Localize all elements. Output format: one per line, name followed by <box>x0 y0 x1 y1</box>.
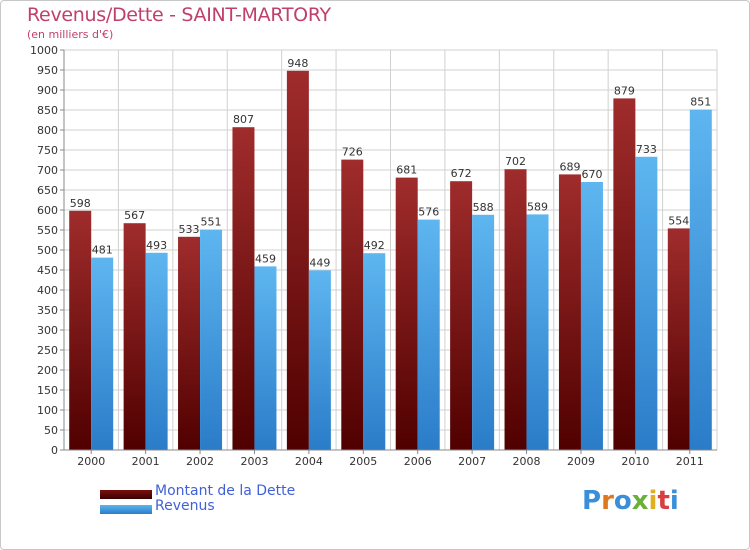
bar-revenus-2009 <box>580 182 603 450</box>
data-label: 449 <box>309 256 330 269</box>
bar-dette-2007 <box>450 181 473 450</box>
x-tick-label: 2007 <box>458 455 486 468</box>
data-label: 948 <box>287 57 308 70</box>
y-tick-label: 550 <box>37 224 58 237</box>
bar-dette-2004 <box>286 70 309 451</box>
data-label: 670 <box>581 168 602 181</box>
y-tick-label: 450 <box>37 264 58 277</box>
bar-revenus-2000 <box>91 257 114 450</box>
bars <box>69 70 712 451</box>
y-tick-label: 0 <box>51 444 58 457</box>
x-tick-label: 2003 <box>240 455 268 468</box>
data-label: 807 <box>233 113 254 126</box>
bar-dette-2003 <box>232 127 255 450</box>
y-tick-label: 850 <box>37 104 58 117</box>
bar-revenus-2001 <box>145 252 168 450</box>
legend-swatch-dette <box>100 490 152 499</box>
x-tick-label: 2005 <box>349 455 377 468</box>
data-label: 689 <box>559 160 580 173</box>
x-tick-label: 2004 <box>295 455 323 468</box>
grid-lines <box>63 49 718 451</box>
bar-dette-2008 <box>504 169 527 450</box>
bar-revenus-2010 <box>635 156 658 451</box>
data-label: 589 <box>527 200 548 213</box>
data-label: 459 <box>255 252 276 265</box>
bar-dette-2010 <box>613 98 636 451</box>
y-tick-label: 700 <box>37 164 58 177</box>
data-label: 702 <box>505 155 526 168</box>
proxiti-logo: Proxiti <box>582 486 679 516</box>
bar-revenus-2004 <box>308 270 331 450</box>
y-tick-label: 1000 <box>30 44 58 57</box>
bar-dette-2009 <box>558 174 581 450</box>
y-tick-label: 250 <box>37 344 58 357</box>
data-label: 533 <box>179 223 200 236</box>
legend-label-dette: Montant de la Dette <box>155 483 296 499</box>
y-tick-label: 100 <box>37 404 58 417</box>
data-label: 554 <box>668 214 689 227</box>
x-axis-ticks: 2000 2001 2002 2003 2004 2005 2006 2007 2008 2009… <box>64 449 717 468</box>
x-tick-label: 2011 <box>676 455 704 468</box>
bar-revenus-2003 <box>254 266 277 450</box>
x-tick-label: 2008 <box>513 455 541 468</box>
bar-revenus-2005 <box>363 253 386 450</box>
data-label: 851 <box>690 96 711 109</box>
x-tick-label: 2010 <box>621 455 649 468</box>
legend-label-revenus: Revenus <box>155 498 215 514</box>
bar-revenus-2011 <box>689 109 712 450</box>
y-tick-label: 150 <box>37 384 58 397</box>
data-label: 551 <box>201 216 222 229</box>
x-tick-label: 2009 <box>567 455 595 468</box>
y-tick-label: 350 <box>37 304 58 317</box>
y-tick-label: 750 <box>37 144 58 157</box>
y-tick-label: 900 <box>37 84 58 97</box>
y-axis-ticks: 0 50 100 150 200 250 300 350 400 450 500 550 600 650 7… <box>30 44 65 457</box>
y-tick-label: 600 <box>37 204 58 217</box>
x-tick-label: 2001 <box>132 455 160 468</box>
bar-dette-2002 <box>178 236 201 450</box>
y-tick-label: 400 <box>37 284 58 297</box>
legend-swatch-revenus <box>100 505 152 514</box>
bar-dette-2011 <box>667 228 690 450</box>
bar-revenus-2007 <box>472 214 495 450</box>
y-tick-label: 800 <box>37 124 58 137</box>
data-label: 492 <box>364 239 385 252</box>
data-label: 493 <box>146 239 167 252</box>
data-label: 672 <box>451 167 472 180</box>
data-label: 598 <box>70 197 91 210</box>
data-label: 481 <box>92 244 113 257</box>
bar-dette-2000 <box>69 210 92 450</box>
data-label: 726 <box>342 146 363 159</box>
chart-subtitle: (en milliers d'€) <box>27 28 114 41</box>
data-label: 733 <box>636 143 657 156</box>
bar-dette-2006 <box>395 177 418 450</box>
data-label: 588 <box>473 201 494 214</box>
x-tick-label: 2006 <box>404 455 432 468</box>
y-tick-label: 650 <box>37 184 58 197</box>
bar-dette-2005 <box>341 159 364 450</box>
x-tick-label: 2002 <box>186 455 214 468</box>
data-label: 576 <box>418 206 439 219</box>
chart-title: Revenus/Dette - SAINT-MARTORY <box>27 4 331 26</box>
data-label: 681 <box>396 164 417 177</box>
bar-revenus-2006 <box>417 219 440 450</box>
bar-revenus-2002 <box>200 229 223 450</box>
bar-dette-2001 <box>123 223 146 450</box>
y-tick-label: 950 <box>37 64 58 77</box>
y-tick-label: 200 <box>37 364 58 377</box>
data-label: 567 <box>124 209 145 222</box>
bar-revenus-2008 <box>526 214 549 450</box>
y-tick-label: 300 <box>37 324 58 337</box>
x-tick-label: 2000 <box>77 455 105 468</box>
y-tick-label: 500 <box>37 244 58 257</box>
data-label: 879 <box>614 84 635 97</box>
y-tick-label: 50 <box>44 424 58 437</box>
